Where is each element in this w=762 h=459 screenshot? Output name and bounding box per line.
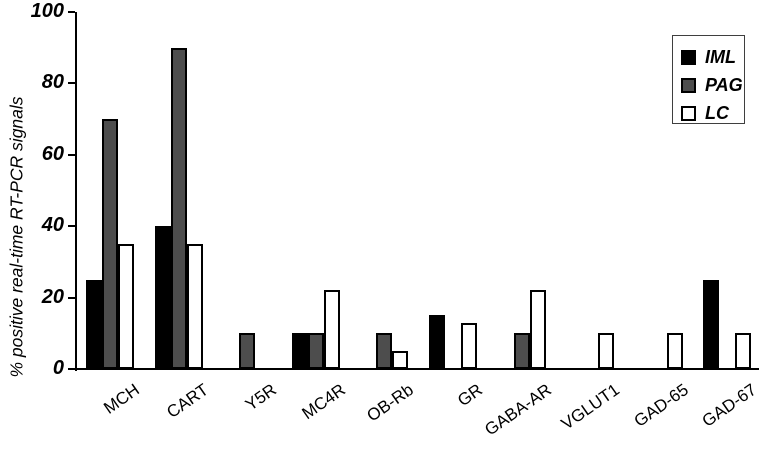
bar-iml-mc4r (292, 333, 308, 369)
legend-item-iml: IML (681, 45, 744, 69)
legend: IML PAG LC (672, 35, 745, 124)
y-tick-mark (68, 296, 75, 299)
x-axis-label-gaba-ar: GABA-AR (480, 380, 555, 440)
bar-lc-mc4r (324, 290, 340, 369)
bar-pag-ob-rb (376, 333, 392, 369)
y-tick-label: 80 (41, 71, 64, 94)
bar-lc-gr (461, 323, 477, 369)
y-tick-mark (68, 153, 75, 156)
legend-label: LC (705, 102, 729, 123)
x-axis-label-ob-rb: OB-Rb (363, 380, 418, 426)
bar-pag-mc4r (308, 333, 324, 369)
bar-lc-ob-rb (392, 351, 408, 369)
legend-swatch-iml (681, 49, 696, 65)
y-tick-label: 20 (41, 285, 64, 308)
legend-items: IML PAG LC (681, 45, 744, 125)
x-axis-label-cart: CART (162, 380, 212, 422)
x-axis-label-mch: MCH (100, 380, 143, 418)
y-tick-label: 100 (30, 0, 64, 22)
bar-lc-gad-65 (667, 333, 683, 369)
y-axis-line (75, 12, 77, 371)
bar-lc-mch (118, 244, 134, 369)
x-axis-label-y5r: Y5R (242, 380, 281, 415)
legend-label: IML (705, 46, 736, 67)
bar-pag-y5r (239, 333, 255, 369)
legend-item-lc: LC (681, 101, 744, 125)
bar-iml-cart (155, 226, 171, 369)
bar-lc-cart (187, 244, 203, 369)
bar-pag-gaba-ar (514, 333, 530, 369)
legend-swatch-lc (681, 105, 696, 121)
bar-pag-mch (102, 119, 118, 369)
x-axis-line (75, 368, 759, 370)
bar-iml-mch (86, 280, 102, 369)
x-axis-label-gad-65: GAD-65 (630, 380, 692, 431)
bar-pag-cart (171, 48, 187, 369)
y-tick-label: 0 (52, 357, 64, 379)
y-tick-mark (68, 82, 75, 85)
bar-lc-gaba-ar (530, 290, 546, 369)
y-tick-mark (68, 11, 75, 13)
x-axis-label-mc4r: MC4R (298, 380, 349, 424)
bar-lc-vglut1 (598, 333, 614, 369)
bar-iml-gad-67 (703, 280, 719, 369)
x-axis-label-gad-67: GAD-67 (699, 380, 761, 431)
legend-item-pag: PAG (681, 73, 744, 97)
bar-lc-gad-67 (735, 333, 751, 369)
x-axis-label-vglut1: VGLUT1 (558, 380, 624, 434)
x-axis-label-gr: GR (454, 380, 486, 411)
y-tick-label: 40 (41, 214, 64, 237)
y-tick-mark (68, 225, 75, 228)
y-tick-label: 60 (41, 142, 64, 165)
legend-label: PAG (705, 74, 743, 95)
y-tick-mark (68, 368, 75, 370)
bar-iml-gr (429, 315, 445, 369)
legend-swatch-pag (681, 77, 696, 93)
